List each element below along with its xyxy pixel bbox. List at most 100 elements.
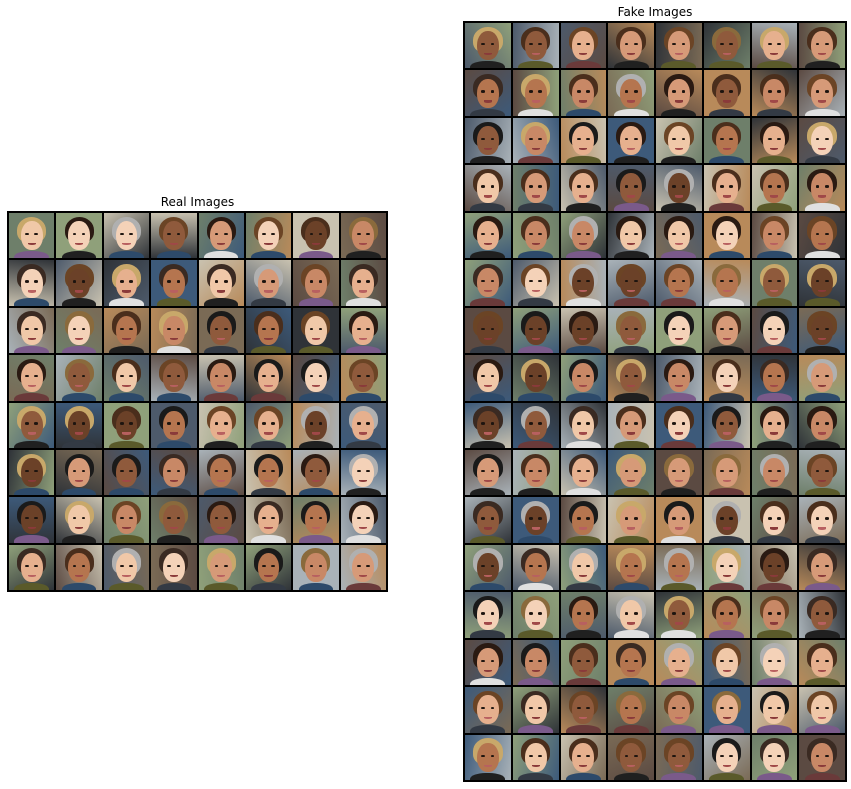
shirt-shape — [518, 582, 553, 591]
face-shape — [620, 410, 643, 440]
shirt-shape — [756, 440, 792, 448]
mouth-shape — [169, 527, 178, 530]
right-eye-shape — [681, 754, 686, 757]
shirt-shape — [518, 250, 553, 259]
shirt-shape — [109, 487, 144, 496]
left-eye-shape — [481, 612, 486, 615]
left-eye-shape — [529, 659, 533, 662]
face-shape — [667, 505, 690, 535]
fake-face-thumbnail — [465, 355, 511, 401]
mouth-shape — [27, 527, 36, 530]
fake-face-thumbnail — [656, 23, 702, 69]
face-shape — [811, 647, 834, 677]
real-face-thumbnail — [293, 307, 339, 354]
shirt-shape — [518, 108, 553, 116]
real-face-thumbnail — [293, 355, 339, 401]
left-eye-shape — [262, 564, 266, 567]
face-shape — [811, 126, 834, 156]
shirt-shape — [298, 440, 334, 448]
mouth-shape — [27, 337, 36, 340]
face-shape — [763, 742, 786, 772]
right-eye-shape — [538, 659, 543, 662]
shirt-shape — [756, 488, 792, 496]
shirt-shape — [756, 582, 792, 591]
mouth-shape — [579, 195, 588, 198]
right-eye-shape — [490, 280, 495, 283]
right-eye-shape — [633, 90, 638, 93]
right-eye-shape — [729, 280, 734, 283]
real-face-thumbnail — [151, 213, 197, 259]
face-shape — [763, 600, 786, 630]
fake-face-thumbnail — [560, 402, 607, 448]
shirt-shape — [518, 535, 553, 543]
fake-face-thumbnail — [656, 497, 702, 543]
left-eye-shape — [815, 42, 820, 46]
fake-face-thumbnail — [512, 260, 559, 306]
right-eye-shape — [176, 564, 181, 567]
mouth-shape — [722, 764, 731, 767]
right-eye-shape — [586, 422, 590, 425]
fake-face-thumbnail — [703, 307, 750, 354]
right-eye-shape — [729, 42, 734, 46]
mouth-shape — [770, 147, 779, 151]
left-eye-shape — [356, 375, 361, 378]
mouth-shape — [579, 527, 588, 530]
fake-face-thumbnail — [799, 544, 845, 591]
mouth-shape — [217, 242, 226, 246]
real-face-thumbnail — [340, 497, 386, 543]
mouth-shape — [770, 100, 779, 103]
face-shape — [162, 221, 185, 251]
right-eye-shape — [81, 232, 86, 236]
mouth-shape — [579, 432, 588, 435]
real-face-thumbnail — [293, 260, 339, 306]
mouth-shape — [27, 432, 36, 435]
right-eye-shape — [538, 422, 543, 425]
left-eye-shape — [672, 659, 677, 662]
mouth-shape — [722, 432, 731, 435]
shirt-shape — [661, 582, 697, 591]
left-eye-shape — [262, 327, 266, 330]
face-shape — [476, 410, 499, 440]
shirt-shape — [709, 677, 744, 686]
fake-face-thumbnail — [751, 212, 798, 259]
right-eye-shape — [681, 659, 686, 662]
shirt-shape — [661, 108, 697, 116]
real-face-thumbnail — [151, 402, 197, 448]
mouth-shape — [217, 290, 226, 293]
mouth-shape — [359, 479, 368, 483]
face-shape — [524, 410, 547, 440]
left-eye-shape — [356, 232, 361, 236]
left-eye-shape — [815, 90, 820, 93]
right-eye-shape — [176, 375, 181, 378]
left-eye-shape — [167, 280, 172, 283]
right-eye-shape — [729, 707, 734, 710]
real-face-thumbnail — [56, 402, 102, 448]
face-shape — [667, 220, 690, 250]
fake-face-thumbnail — [608, 544, 654, 591]
left-eye-shape — [576, 232, 581, 235]
mouth-shape — [483, 479, 492, 483]
real-face-thumbnail — [103, 544, 150, 590]
face-shape — [572, 695, 595, 725]
real-face-thumbnail — [151, 497, 197, 543]
right-eye-shape — [586, 707, 590, 710]
left-eye-shape — [529, 137, 533, 141]
shirt-shape — [709, 725, 744, 733]
real-images-grid — [7, 211, 388, 592]
shirt-shape — [709, 772, 744, 780]
mouth-shape — [770, 764, 779, 767]
face-shape — [115, 458, 138, 488]
face-shape — [20, 221, 43, 251]
face-shape — [257, 363, 280, 393]
right-eye-shape — [633, 42, 638, 46]
fake-face-thumbnail — [703, 497, 750, 543]
left-eye-shape — [672, 612, 677, 615]
mouth-shape — [818, 479, 827, 483]
left-eye-shape — [214, 375, 219, 378]
fake-face-thumbnail — [465, 307, 511, 354]
fake-face-thumbnail — [656, 639, 702, 686]
fake-face-thumbnail — [656, 212, 702, 259]
face-shape — [352, 363, 375, 393]
right-eye-shape — [633, 469, 638, 473]
left-eye-shape — [815, 327, 820, 330]
